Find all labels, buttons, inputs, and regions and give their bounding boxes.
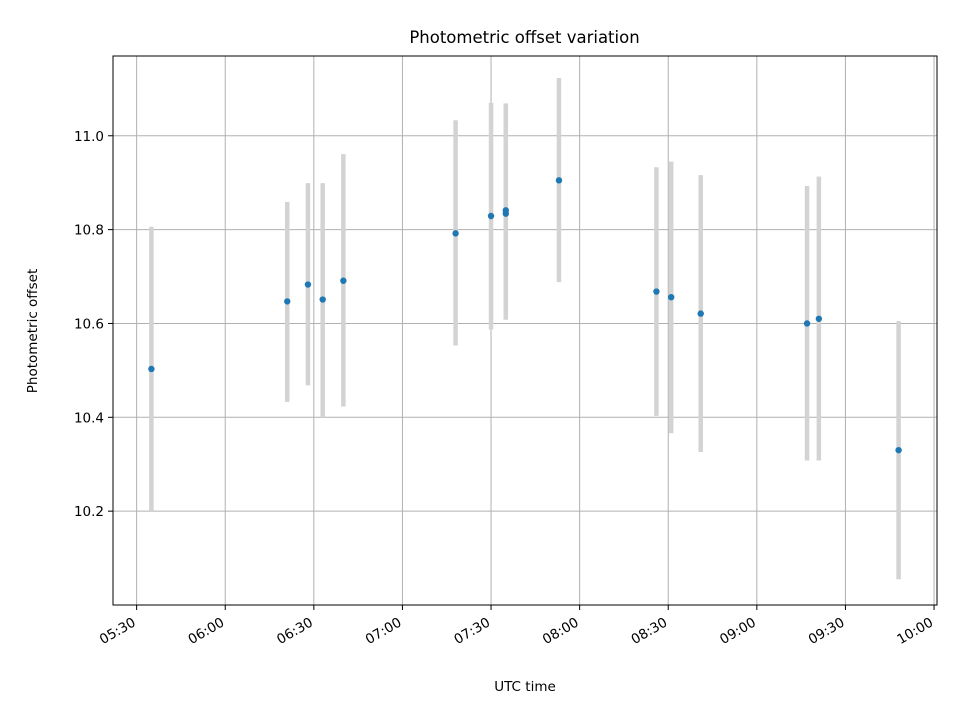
x-tick-label: 09:30 — [806, 615, 848, 648]
x-tick-label: 07:30 — [451, 615, 493, 648]
data-point — [667, 293, 675, 301]
y-tick-label: 10.8 — [74, 223, 104, 239]
chart-title: Photometric offset variation — [409, 28, 639, 47]
data-point — [555, 177, 563, 184]
data-point — [148, 365, 155, 373]
data-point — [815, 315, 823, 322]
data-point — [340, 277, 347, 284]
data-point — [319, 296, 326, 303]
error-bars — [149, 78, 901, 580]
x-tick-label: 07:00 — [363, 615, 405, 648]
x-axis-ticks: 05:30 06:00 06:30 07:00 07:30 08:00 08:30 09:00… — [97, 605, 936, 648]
x-tick-label: 05:30 — [97, 615, 139, 648]
x-tick-label: 06:30 — [274, 615, 316, 648]
y-tick-label: 10.2 — [74, 504, 104, 520]
data-points — [148, 177, 902, 454]
data-point — [452, 230, 459, 237]
data-point — [697, 310, 704, 317]
plot-frame — [112, 55, 938, 606]
x-tick-label: 06:00 — [186, 615, 228, 648]
y-tick-label: 10.4 — [74, 410, 104, 426]
grid-layer — [113, 56, 937, 605]
data-point — [284, 298, 291, 305]
data-point — [653, 288, 660, 295]
y-tick-label: 11.0 — [74, 129, 104, 145]
x-tick-label: 09:00 — [717, 615, 759, 648]
x-tick-label: 08:00 — [540, 615, 582, 648]
y-axis-ticks: 10.2 10.4 10.6 10.8 11.0 — [74, 129, 113, 520]
x-tick-label: 08:30 — [629, 615, 671, 648]
y-tick-label: 10.6 — [74, 316, 104, 332]
data-point — [895, 446, 902, 454]
data-point — [304, 281, 312, 288]
data-point — [502, 207, 510, 214]
x-axis-label: UTC time — [494, 679, 556, 695]
y-axis-label: Photometric offset — [25, 269, 41, 393]
x-tick-label: 10:00 — [894, 615, 936, 648]
data-point — [803, 320, 811, 327]
data-point — [487, 212, 495, 220]
